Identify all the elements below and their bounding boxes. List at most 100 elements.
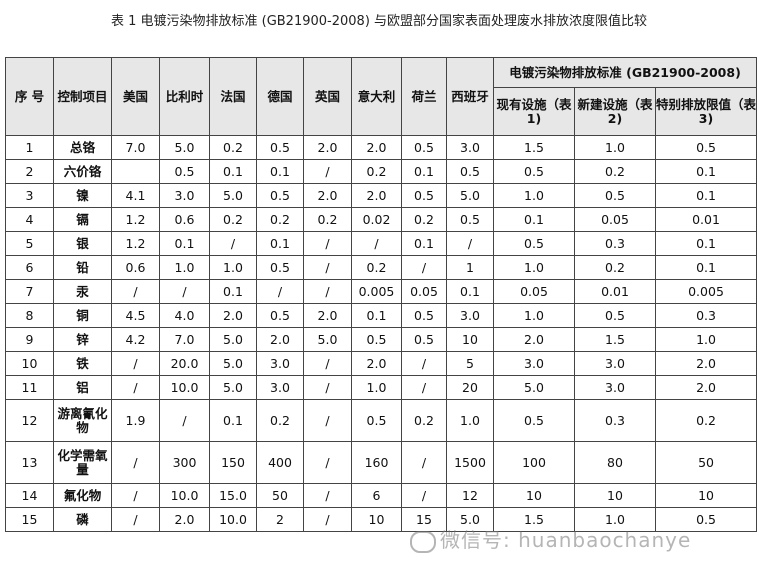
value-cell: 6 — [351, 483, 402, 508]
value-cell: 20.0 — [159, 351, 210, 376]
value-cell: 0.6 — [111, 255, 160, 280]
table-row: 7 汞 //0.1//0.005 0.05 0.1 0.05 0.01 0.005 — [5, 279, 758, 304]
watermark: 微信号: huanbaochanye — [410, 524, 691, 553]
value-cell: 80 — [574, 441, 656, 484]
value-cell: / — [111, 279, 160, 304]
value-cell: 12 — [446, 483, 494, 508]
row-number: 4 — [5, 207, 54, 232]
value-cell: 0.5 — [351, 399, 402, 442]
value-cell: 1.0 — [209, 255, 257, 280]
value-cell: 0.5 — [574, 303, 656, 328]
table-row: 13 化学需氧量/300 150 400/160/1500 100 80 50 — [5, 441, 758, 484]
value-cell: 2.0 — [351, 135, 402, 160]
value-cell: 0.05 — [401, 279, 447, 304]
value-cell: / — [303, 159, 352, 184]
value-cell: 0.1 — [654, 255, 758, 280]
value-cell: 0.5 — [493, 231, 575, 256]
header-gb-sub: 特别排放限值（表 3) — [654, 87, 758, 136]
row-number: 3 — [5, 183, 54, 208]
row-number: 7 — [5, 279, 54, 304]
value-cell: / — [111, 351, 160, 376]
row-number: 10 — [5, 351, 54, 376]
watermark-text: 微信号: huanbaochanye — [440, 528, 692, 552]
value-cell: 0.5 — [493, 159, 575, 184]
table-row: 3 镍 4.1 3.0 5.0 0.5 2.0 2.0 0.5 5.0 1.0 0.5 0.1 — [5, 183, 758, 208]
value-cell: / — [401, 255, 447, 280]
value-cell: 1.0 — [493, 303, 575, 328]
value-cell: 0.2 — [351, 159, 402, 184]
value-cell: / — [401, 441, 447, 484]
value-cell: 0.01 — [654, 207, 758, 232]
value-cell: 0.1 — [351, 303, 402, 328]
header-country: 法国 — [209, 57, 257, 136]
value-cell: 0.5 — [446, 207, 494, 232]
value-cell: 5.0 — [209, 375, 257, 400]
header-country: 比利时 — [159, 57, 210, 136]
header-country: 英国 — [303, 57, 352, 136]
row-control-item: 汞 — [53, 279, 112, 304]
value-cell: 0.1 — [654, 231, 758, 256]
value-cell: / — [401, 375, 447, 400]
value-cell: 1.0 — [351, 375, 402, 400]
value-cell: / — [303, 351, 352, 376]
value-cell: 2.0 — [303, 135, 352, 160]
row-number: 5 — [5, 231, 54, 256]
value-cell: 4.5 — [111, 303, 160, 328]
value-cell: 5.0 — [209, 327, 257, 352]
value-cell: 7.0 — [111, 135, 160, 160]
value-cell: 10 — [493, 483, 575, 508]
value-cell: 0.2 — [209, 207, 257, 232]
row-number: 2 — [5, 159, 54, 184]
value-cell: 3.0 — [493, 351, 575, 376]
value-cell: 2.0 — [654, 375, 758, 400]
row-number: 8 — [5, 303, 54, 328]
value-cell: 0.5 — [256, 135, 304, 160]
value-cell: 10 — [351, 507, 402, 532]
value-cell: 0.5 — [401, 327, 447, 352]
value-cell: 0.1 — [654, 159, 758, 184]
value-cell: 400 — [256, 441, 304, 484]
row-control-item: 氟化物 — [53, 483, 112, 508]
value-cell: 0.05 — [574, 207, 656, 232]
value-cell: / — [111, 483, 160, 508]
value-cell: 50 — [256, 483, 304, 508]
value-cell: 0.1 — [401, 231, 447, 256]
value-cell: / — [159, 279, 210, 304]
header-country: 美国 — [111, 57, 160, 136]
table-row: 9 锌 4.2 7.0 5.0 2.0 5.0 0.5 0.5 10 2.0 1.5 1.0 — [5, 327, 758, 352]
value-cell: 2.0 — [159, 507, 210, 532]
value-cell: / — [351, 231, 402, 256]
value-cell: 1.5 — [493, 507, 575, 532]
value-cell: 150 — [209, 441, 257, 484]
row-number: 14 — [5, 483, 54, 508]
value-cell: 4.1 — [111, 183, 160, 208]
value-cell: 0.5 — [401, 303, 447, 328]
value-cell: 5.0 — [446, 183, 494, 208]
value-cell: 0.6 — [159, 207, 210, 232]
row-number: 1 — [5, 135, 54, 160]
value-cell: 2.0 — [654, 351, 758, 376]
value-cell: 0.2 — [574, 255, 656, 280]
value-cell: 10 — [574, 483, 656, 508]
value-cell: 2.0 — [351, 351, 402, 376]
row-control-item: 镍 — [53, 183, 112, 208]
value-cell: 1.5 — [574, 327, 656, 352]
table-row: 8 铜 4.5 4.0 2.0 0.5 2.0 0.1 0.5 3.0 1.0 0.5 0.3 — [5, 303, 758, 328]
value-cell: 1 — [446, 255, 494, 280]
value-cell: 2.0 — [209, 303, 257, 328]
value-cell: 0.01 — [574, 279, 656, 304]
header-country: 西班牙 — [446, 57, 494, 136]
row-control-item: 银 — [53, 231, 112, 256]
value-cell: 0.5 — [351, 327, 402, 352]
value-cell: / — [401, 351, 447, 376]
value-cell: 0.02 — [351, 207, 402, 232]
value-cell: 3.0 — [574, 351, 656, 376]
value-cell: / — [303, 255, 352, 280]
value-cell: 2.0 — [256, 327, 304, 352]
value-cell: 3.0 — [446, 303, 494, 328]
table-row: 15 磷/2.0 10.0 2/10 15 5.0 1.5 1.0 0.5 — [5, 507, 758, 532]
value-cell: 5.0 — [159, 135, 210, 160]
value-cell: 0.2 — [303, 207, 352, 232]
row-number: 6 — [5, 255, 54, 280]
value-cell: 0.5 — [256, 183, 304, 208]
